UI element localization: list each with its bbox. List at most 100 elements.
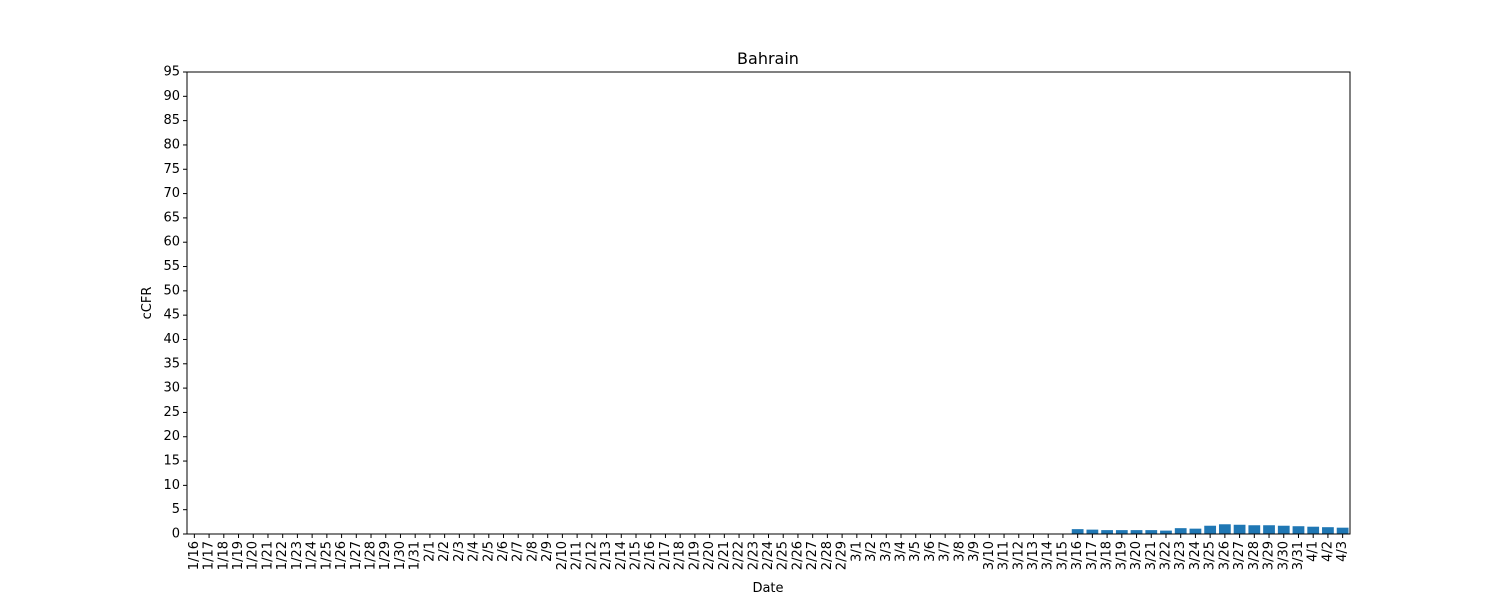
x-tick-label: 3/2 <box>864 541 879 562</box>
x-tick-label: 3/23 <box>1173 541 1188 570</box>
x-tick-label: 2/22 <box>732 541 747 570</box>
y-tick-label: 0 <box>172 527 180 542</box>
plot-frame <box>186 71 1351 535</box>
x-tick-label: 1/18 <box>216 541 231 570</box>
bar-4-2 <box>1322 527 1334 534</box>
y-tick-label: 55 <box>163 259 180 274</box>
bar-3-29 <box>1263 525 1275 534</box>
x-tick-label: 3/29 <box>1262 541 1277 570</box>
y-tick-label: 5 <box>172 502 180 517</box>
x-tick-label: 1/22 <box>275 541 290 570</box>
x-tick-label: 3/28 <box>1247 541 1262 570</box>
bar-3-19 <box>1115 530 1128 534</box>
y-tick-label: 10 <box>163 478 180 493</box>
x-tick-label: 3/5 <box>908 541 923 562</box>
x-tick-label: 2/3 <box>452 541 467 562</box>
y-axis: 0 5 10 15 20 25 30 35 40 45 50 55 60 65 70 75 80 85 90 95 <box>163 65 187 542</box>
x-tick-label: 2/7 <box>511 541 526 562</box>
x-tick-label: 3/14 <box>1041 541 1056 570</box>
bar-3-28 <box>1248 525 1261 534</box>
x-tick-label: 3/25 <box>1203 541 1218 570</box>
x-tick-label: 3/22 <box>1158 541 1173 570</box>
x-tick-label: 1/27 <box>349 541 364 570</box>
x-tick-label: 3/24 <box>1188 541 1203 570</box>
x-tick-label: 2/10 <box>555 541 570 570</box>
x-tick-label: 2/9 <box>540 541 555 562</box>
x-tick-label: 2/20 <box>702 541 717 570</box>
y-tick-label: 20 <box>163 429 180 444</box>
x-tick-label: 1/29 <box>378 541 393 570</box>
x-tick-label: 2/6 <box>496 541 511 562</box>
x-tick-label: 1/16 <box>187 541 202 570</box>
x-tick-label: 2/2 <box>437 541 452 562</box>
x-tick-label: 2/14 <box>614 541 629 570</box>
bar-3-26 <box>1218 524 1231 534</box>
x-tick-label: 1/25 <box>319 541 334 570</box>
x-tick-label: 2/24 <box>761 541 776 570</box>
x-tick-label: 4/3 <box>1335 541 1350 562</box>
y-tick-label: 85 <box>163 113 180 128</box>
x-tick-label: 2/18 <box>673 541 688 570</box>
x-tick-label: 1/31 <box>408 541 423 570</box>
x-tick-label: 3/8 <box>952 541 967 562</box>
x-tick-label: 2/16 <box>643 541 658 570</box>
x-tick-label: 2/23 <box>746 541 761 570</box>
x-tick-label: 3/30 <box>1276 541 1291 570</box>
x-tick-label: 3/13 <box>1026 541 1041 570</box>
bar-3-22 <box>1160 530 1172 534</box>
x-tick-label: 2/11 <box>570 541 585 570</box>
x-tick-label: 1/21 <box>260 541 275 570</box>
x-tick-label: 1/17 <box>202 541 217 570</box>
y-tick-label: 60 <box>163 235 180 250</box>
bar-3-27 <box>1233 524 1246 534</box>
bar-3-17 <box>1086 529 1099 534</box>
y-tick-label: 25 <box>163 405 180 420</box>
x-tick-label: 3/3 <box>879 541 894 562</box>
x-tick-label: 2/12 <box>584 541 599 570</box>
x-tick-label: 3/18 <box>1100 541 1115 570</box>
bar-3-21 <box>1145 530 1158 534</box>
x-tick-label: 4/1 <box>1306 541 1321 562</box>
x-tick-label: 3/4 <box>893 541 908 562</box>
bar-3-18 <box>1101 530 1113 534</box>
y-axis-title: cCFR <box>140 287 155 320</box>
x-axis-title: Date <box>752 581 783 596</box>
x-tick-label: 1/30 <box>393 541 408 570</box>
x-tick-label: 2/19 <box>687 541 702 570</box>
x-tick-label: 2/17 <box>658 541 673 570</box>
x-tick-label: 2/5 <box>481 541 496 562</box>
x-tick-label: 1/20 <box>246 541 261 570</box>
x-tick-label: 2/29 <box>835 541 850 570</box>
y-tick-label: 90 <box>163 89 180 104</box>
x-tick-label: 3/26 <box>1217 541 1232 570</box>
x-tick-label: 1/23 <box>290 541 305 570</box>
bars-layer <box>1071 524 1349 534</box>
x-tick-label: 2/1 <box>422 541 437 562</box>
x-axis: 1/16 1/17 1/18 1/19 1/20 1/21 1/22 1/23 1/24 1/25… <box>187 534 1350 570</box>
x-tick-label: 3/17 <box>1085 541 1100 570</box>
x-tick-label: 2/13 <box>599 541 614 570</box>
x-tick-label: 3/6 <box>923 541 938 562</box>
bar-3-30 <box>1277 525 1290 534</box>
bar-3-25 <box>1204 525 1217 534</box>
x-tick-label: 3/15 <box>1055 541 1070 570</box>
y-tick-label: 75 <box>163 162 180 177</box>
y-tick-label: 15 <box>163 454 180 469</box>
y-tick-label: 40 <box>163 332 180 347</box>
x-tick-label: 3/10 <box>982 541 997 570</box>
x-tick-label: 3/11 <box>997 541 1012 570</box>
x-tick-label: 3/31 <box>1291 541 1306 570</box>
x-tick-label: 3/16 <box>1070 541 1085 570</box>
x-tick-label: 2/8 <box>525 541 540 562</box>
x-tick-label: 3/9 <box>967 541 982 562</box>
x-tick-label: 2/27 <box>805 541 820 570</box>
x-tick-label: 3/12 <box>1011 541 1026 570</box>
bar-3-31 <box>1292 526 1305 534</box>
y-tick-label: 45 <box>163 308 180 323</box>
x-tick-label: 3/1 <box>849 541 864 562</box>
x-tick-label: 2/15 <box>629 541 644 570</box>
x-tick-label: 3/27 <box>1232 541 1247 570</box>
y-tick-label: 65 <box>163 210 180 225</box>
